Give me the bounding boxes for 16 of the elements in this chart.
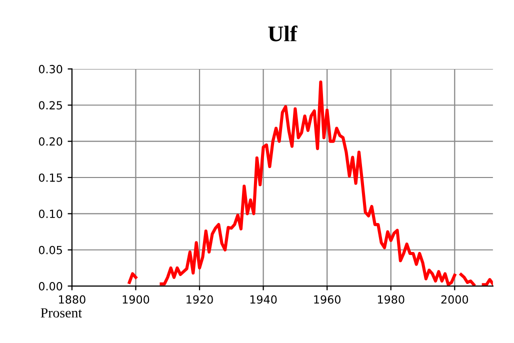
chart-title: Ulf bbox=[268, 26, 298, 42]
x-tick-label: 1920 bbox=[186, 295, 213, 304]
x-tick-label: 1980 bbox=[378, 295, 404, 304]
y-tick-label: 0.25 bbox=[38, 101, 62, 110]
y-axis-title: Prosent bbox=[40, 308, 82, 318]
x-tick-label: 1880 bbox=[59, 295, 86, 304]
y-tick-label: 0.20 bbox=[38, 137, 62, 146]
x-tick-label: 1900 bbox=[122, 295, 150, 304]
y-tick-label: 0.30 bbox=[38, 64, 62, 74]
y-tick-label: 0.15 bbox=[38, 173, 62, 182]
x-tick-label: 1940 bbox=[250, 295, 277, 304]
x-tick-label: 2000 bbox=[441, 295, 468, 304]
y-tick-label: 0.00 bbox=[38, 282, 62, 290]
y-tick-label: 0.05 bbox=[38, 246, 62, 254]
x-tick-label: 1960 bbox=[314, 295, 340, 304]
y-tick-label: 0.10 bbox=[38, 210, 62, 218]
